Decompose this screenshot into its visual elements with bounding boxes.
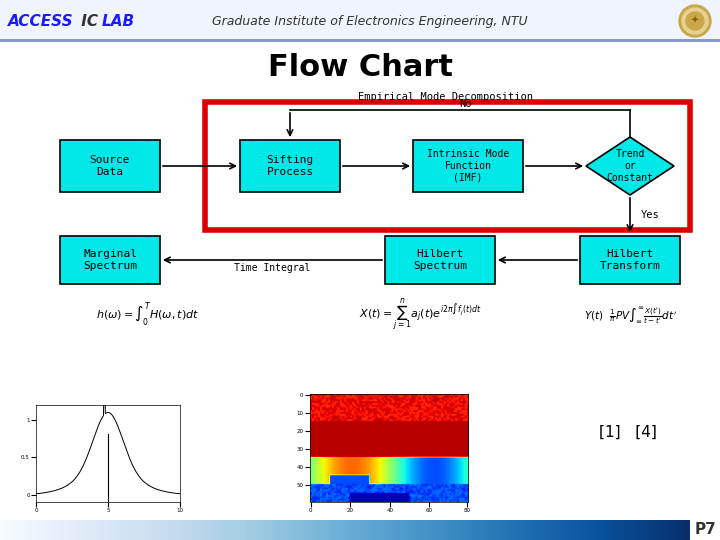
- FancyBboxPatch shape: [580, 236, 680, 284]
- FancyBboxPatch shape: [385, 236, 495, 284]
- Polygon shape: [586, 137, 674, 195]
- Bar: [0, 0, 720, 40]
- Text: Hilbert
Transform: Hilbert Transform: [600, 249, 660, 271]
- Text: ACCESS: ACCESS: [8, 14, 73, 29]
- Text: Hilbert
Spectrum: Hilbert Spectrum: [413, 249, 467, 271]
- Circle shape: [686, 12, 704, 30]
- FancyBboxPatch shape: [60, 236, 160, 284]
- Text: Graduate Institute of Electronics Engineering, NTU: Graduate Institute of Electronics Engine…: [212, 15, 528, 28]
- Text: Yes: Yes: [641, 210, 660, 220]
- FancyBboxPatch shape: [240, 140, 340, 192]
- Text: Flow Chart: Flow Chart: [268, 52, 452, 82]
- Text: Time Integral: Time Integral: [234, 263, 310, 273]
- Text: $h(\omega)=\int_{0}^{T}H(\omega,t)dt$: $h(\omega)=\int_{0}^{T}H(\omega,t)dt$: [96, 301, 199, 329]
- Text: $Y(t)\ \ \frac{1}{\pi}PV\int_{\infty}^{\infty}\frac{X(t^{\prime})}{t-t^{\prime}}: $Y(t)\ \ \frac{1}{\pi}PV\int_{\infty}^{\…: [583, 305, 677, 325]
- Text: P7: P7: [695, 523, 717, 537]
- Text: $X(t)=\sum_{j=1}^{n}a_j(t)e^{i2\pi\int f_j(t)dt}$: $X(t)=\sum_{j=1}^{n}a_j(t)e^{i2\pi\int f…: [359, 296, 481, 334]
- Text: No: No: [459, 99, 472, 109]
- Text: Source
Data: Source Data: [90, 155, 130, 177]
- Text: Trend
or
Constant: Trend or Constant: [606, 150, 654, 183]
- FancyBboxPatch shape: [60, 140, 160, 192]
- Text: Marginal
Spectrum: Marginal Spectrum: [83, 249, 137, 271]
- Bar: [0, 39, 720, 42]
- Text: IC: IC: [76, 14, 104, 29]
- Text: ✦: ✦: [691, 16, 699, 26]
- Text: [1]   [4]: [1] [4]: [599, 424, 657, 440]
- FancyBboxPatch shape: [413, 140, 523, 192]
- Circle shape: [682, 8, 708, 34]
- Text: Sifting
Process: Sifting Process: [266, 155, 314, 177]
- Text: Intrinsic Mode
Function
(IMF): Intrinsic Mode Function (IMF): [427, 150, 509, 183]
- Text: LAB: LAB: [102, 14, 135, 29]
- Circle shape: [679, 5, 711, 37]
- Text: Empirical Mode Decomposition: Empirical Mode Decomposition: [358, 92, 533, 102]
